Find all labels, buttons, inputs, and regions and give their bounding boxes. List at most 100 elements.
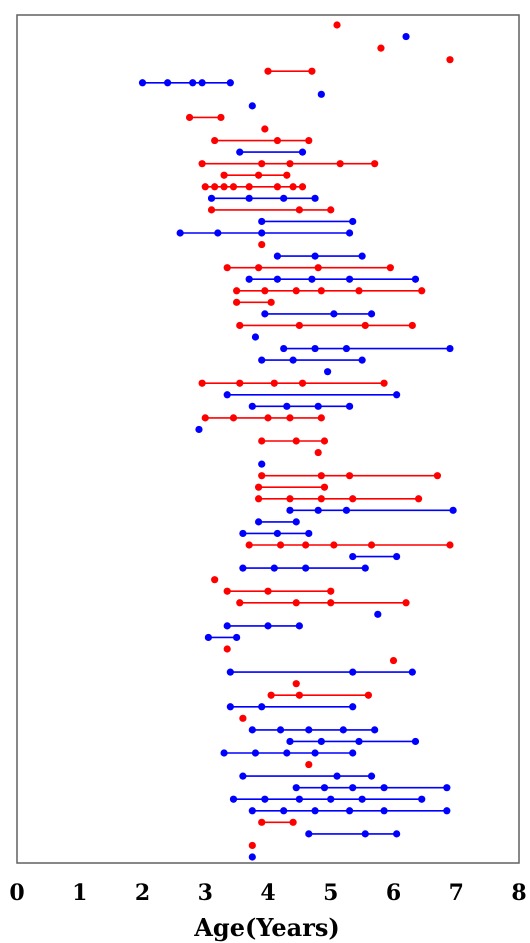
- data-point: [317, 737, 325, 746]
- data-point: [305, 726, 313, 734]
- subject-row: [185, 113, 225, 122]
- subject-row: [198, 160, 379, 168]
- subject-row: [286, 506, 457, 514]
- subject-row: [280, 344, 454, 353]
- data-point: [408, 668, 416, 676]
- subject-row: [248, 102, 256, 110]
- data-point: [330, 541, 338, 549]
- subject-row: [248, 807, 451, 815]
- data-point: [195, 425, 203, 434]
- subject-row: [226, 703, 357, 711]
- subject-row: [236, 321, 416, 330]
- data-point: [314, 506, 322, 514]
- data-point: [239, 564, 247, 572]
- data-point: [254, 171, 263, 179]
- data-point: [327, 795, 335, 803]
- data-point: [349, 668, 357, 676]
- data-point: [267, 691, 275, 699]
- data-point: [292, 680, 300, 688]
- subject-row: [317, 90, 325, 98]
- data-point: [258, 703, 266, 711]
- subject-row: [211, 136, 313, 145]
- data-point: [264, 587, 272, 595]
- data-point: [361, 321, 369, 330]
- subject-row: [324, 368, 332, 376]
- subject-row: [258, 356, 366, 364]
- data-point: [345, 402, 354, 410]
- data-point: [367, 541, 376, 549]
- data-point: [446, 541, 454, 549]
- data-point: [317, 287, 325, 295]
- subject-row: [239, 564, 369, 572]
- subject-row: [258, 818, 297, 826]
- x-tick-label: 3: [198, 880, 213, 906]
- subject-row: [220, 171, 291, 179]
- data-point: [254, 495, 263, 503]
- data-point: [361, 564, 369, 572]
- data-point: [367, 310, 376, 318]
- subject-row: [229, 795, 426, 803]
- data-point: [358, 795, 366, 803]
- data-point: [349, 495, 357, 503]
- data-point: [298, 183, 307, 191]
- data-point: [305, 529, 313, 538]
- data-point: [220, 749, 228, 757]
- data-point: [233, 633, 241, 642]
- data-point: [270, 379, 278, 387]
- data-point: [314, 264, 322, 272]
- data-point: [292, 437, 300, 445]
- data-point: [320, 437, 329, 445]
- data-point: [248, 841, 256, 850]
- data-point: [324, 368, 332, 376]
- subject-row: [286, 737, 420, 746]
- data-point: [327, 599, 335, 607]
- subject-row: [195, 425, 203, 434]
- data-point: [264, 414, 272, 422]
- data-point: [349, 552, 357, 561]
- data-point: [198, 79, 206, 87]
- data-point: [273, 252, 282, 260]
- data-point: [308, 275, 316, 283]
- subject-row: [220, 749, 357, 757]
- subject-row: [292, 784, 451, 792]
- subject-row: [223, 645, 231, 653]
- subject-row: [223, 391, 401, 399]
- data-point: [342, 506, 351, 514]
- data-point: [283, 402, 291, 410]
- data-point: [258, 472, 266, 480]
- data-point: [211, 576, 219, 584]
- data-point: [248, 726, 256, 734]
- data-point: [286, 414, 294, 422]
- data-point: [292, 518, 300, 526]
- data-point: [449, 506, 457, 514]
- data-point: [207, 206, 216, 214]
- subject-row: [245, 541, 454, 549]
- data-point: [254, 264, 263, 272]
- data-point: [333, 772, 341, 780]
- data-point: [380, 784, 388, 792]
- subject-row: [261, 310, 376, 318]
- data-point: [327, 587, 335, 595]
- data-point: [295, 795, 303, 803]
- subject-row: [254, 483, 329, 491]
- data-point: [276, 726, 285, 734]
- data-point: [393, 830, 401, 838]
- data-point: [295, 321, 303, 330]
- data-point: [345, 807, 354, 815]
- subject-row: [258, 217, 357, 226]
- data-point: [314, 448, 322, 457]
- data-point: [258, 356, 266, 364]
- subject-row: [226, 668, 416, 676]
- data-point: [270, 564, 278, 572]
- data-point: [211, 136, 219, 145]
- data-point: [280, 807, 288, 815]
- subject-row: [389, 656, 398, 665]
- subject-row: [267, 691, 372, 699]
- data-point: [201, 414, 209, 422]
- data-point: [258, 217, 266, 226]
- subject-row: [233, 287, 426, 295]
- data-point: [327, 206, 335, 214]
- data-point: [239, 529, 247, 538]
- data-point: [273, 529, 282, 538]
- subject-row: [198, 379, 388, 387]
